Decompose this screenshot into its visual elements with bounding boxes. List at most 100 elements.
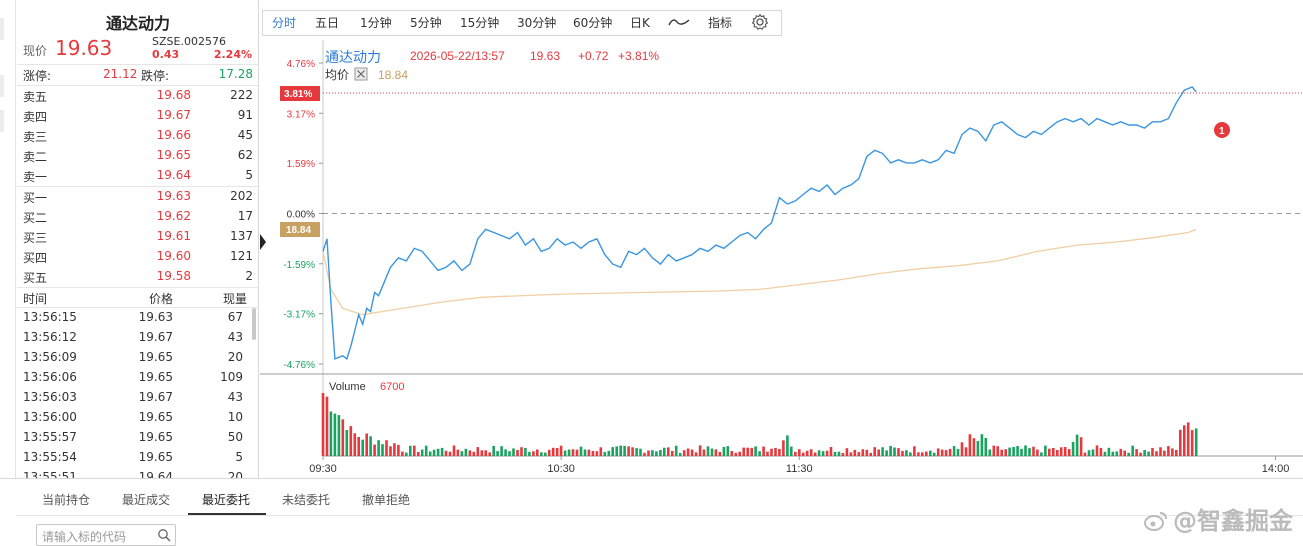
chart-price: 19.63 xyxy=(530,49,560,63)
volume-bar xyxy=(520,447,523,456)
tab-positions[interactable]: 当前持仓 xyxy=(42,493,91,507)
order-book-row[interactable]: 买二 19.62 17 xyxy=(23,207,253,227)
tick-volume: 10 xyxy=(227,410,243,424)
y-tick-label: 4.76% xyxy=(287,59,315,70)
volume-bar xyxy=(603,452,607,456)
order-book-row[interactable]: 买四 19.60 121 xyxy=(23,247,253,267)
volume-bar xyxy=(801,452,805,456)
order-book-row[interactable]: 卖一 19.64 5 xyxy=(23,166,253,186)
volume-bar xyxy=(794,451,797,456)
order-label: 买二 xyxy=(23,211,48,225)
tick-price: 19.67 xyxy=(138,330,173,344)
strip-tab[interactable] xyxy=(0,110,4,132)
collapse-panel-icon[interactable] xyxy=(260,234,266,250)
divider xyxy=(17,287,258,288)
volume-bar xyxy=(1095,445,1099,456)
gear-icon[interactable] xyxy=(751,13,769,31)
tab-period-5min[interactable]: 5分钟 xyxy=(410,16,442,30)
volume-bar xyxy=(555,448,559,456)
strip-tab[interactable] xyxy=(0,75,4,97)
line-chart-icon[interactable] xyxy=(668,16,690,28)
tick-row[interactable]: 13:56:06 19.65 109 xyxy=(23,368,253,388)
period-toolbar: 分时 五日 1分钟 5分钟 15分钟 30分钟 60分钟 日K 指标 xyxy=(260,10,1303,38)
tab-period-15min[interactable]: 15分钟 xyxy=(460,16,500,30)
tab-recent-trades[interactable]: 最近成交 xyxy=(122,493,171,507)
volume-bar xyxy=(686,448,690,456)
order-book-row[interactable]: 卖二 19.65 62 xyxy=(23,146,253,166)
base-price-tag-text: 18.84 xyxy=(286,225,311,236)
volume-bar xyxy=(790,446,793,456)
tick-row[interactable]: 13:55:57 19.65 50 xyxy=(23,428,253,448)
current-pct-tag: 3.81% xyxy=(280,86,320,101)
strip-tab[interactable] xyxy=(0,18,4,40)
tick-row[interactable]: 13:56:03 19.67 43 xyxy=(23,388,253,408)
volume-bar xyxy=(671,450,674,456)
current-pct-tag-text: 3.81% xyxy=(284,89,312,100)
tab-period-30min[interactable]: 30分钟 xyxy=(517,16,557,30)
volume-bar xyxy=(484,450,487,456)
volume-bar xyxy=(472,451,476,456)
order-book-row[interactable]: 买三 19.61 137 xyxy=(23,227,253,247)
tab-period-intraday[interactable]: 分时 xyxy=(272,16,297,30)
volume-bar xyxy=(694,452,698,456)
volume-bar xyxy=(766,451,769,456)
tick-row[interactable]: 13:56:09 19.65 20 xyxy=(23,348,253,368)
symbol-search-input[interactable]: 请输入标的代码 xyxy=(36,524,176,546)
volume-bar xyxy=(627,446,630,456)
tab-period-1min[interactable]: 1分钟 xyxy=(360,16,392,30)
tab-cancelled-orders[interactable]: 撤单拒绝 xyxy=(362,493,411,507)
volume-bar xyxy=(936,448,940,456)
volume-bar xyxy=(325,396,329,456)
tab-open-orders[interactable]: 未结委托 xyxy=(282,493,331,507)
order-volume: 222 xyxy=(230,88,253,102)
volume-bar xyxy=(805,450,809,456)
tick-row[interactable]: 13:55:54 19.65 5 xyxy=(23,448,253,468)
volume-bar xyxy=(464,448,468,456)
volume-bar xyxy=(817,450,821,456)
chart-grid xyxy=(260,40,1303,460)
tab-period-60min[interactable]: 60分钟 xyxy=(573,16,613,30)
tab-period-5day[interactable]: 五日 xyxy=(315,16,340,30)
volume-bar xyxy=(885,450,888,456)
indicator-button[interactable]: 指标 xyxy=(708,16,733,30)
volume-bar xyxy=(547,449,551,456)
tab-period-daily[interactable]: 日K xyxy=(630,16,650,30)
tick-row[interactable]: 13:56:15 19.63 67 xyxy=(23,308,253,328)
tick-row[interactable]: 13:56:00 19.65 10 xyxy=(23,408,253,428)
volume-bar xyxy=(1155,451,1158,456)
limit-up-label: 涨停: xyxy=(23,69,52,83)
volume-bar xyxy=(841,453,845,456)
order-book-row[interactable]: 买五 19.58 2 xyxy=(23,267,253,287)
intraday-chart[interactable]: 4.76% 3.17% 1.59% 0.00% -1.59% -3.17% -4.76% 09… xyxy=(260,0,1303,478)
order-book-row[interactable]: 卖五 19.68 222 xyxy=(23,86,253,106)
ticks-scrollbar[interactable] xyxy=(252,308,256,340)
volume-bar xyxy=(877,449,880,456)
event-marker[interactable]: 1 xyxy=(1214,122,1230,138)
volume-bar xyxy=(357,437,360,456)
volume-bar xyxy=(1135,449,1138,456)
close-icon[interactable] xyxy=(354,67,368,81)
volume-bar xyxy=(1040,452,1043,456)
order-book-row[interactable]: 买一 19.63 202 xyxy=(23,187,253,207)
volume-bar xyxy=(1020,448,1023,456)
volume-bar xyxy=(929,450,932,456)
search-icon[interactable] xyxy=(157,528,171,542)
volume-bar xyxy=(742,447,745,456)
volume-bar xyxy=(722,446,726,456)
volume-bar xyxy=(480,450,484,456)
avg-value: 18.84 xyxy=(378,68,408,82)
tick-time: 13:55:51 xyxy=(23,470,77,478)
volume-bar xyxy=(1004,449,1007,456)
volume-bar xyxy=(559,445,563,456)
order-book-row[interactable]: 卖三 19.66 45 xyxy=(23,126,253,146)
tick-row[interactable]: 13:56:12 19.67 43 xyxy=(23,328,253,348)
chart-change-pct: +3.81% xyxy=(618,49,659,63)
volume-bar xyxy=(536,449,539,456)
volume-bar xyxy=(508,451,511,456)
tick-row[interactable]: 13:55:51 19.64 20 xyxy=(23,468,253,478)
order-book-row[interactable]: 卖四 19.67 91 xyxy=(23,106,253,126)
chart-area: 分时 五日 1分钟 5分钟 15分钟 30分钟 60分钟 日K 指标 4.76%… xyxy=(260,0,1303,478)
change-pct: 2.24% xyxy=(213,48,252,61)
tab-recent-orders[interactable]: 最近委托 xyxy=(202,493,251,507)
volume-bar xyxy=(1115,451,1119,456)
